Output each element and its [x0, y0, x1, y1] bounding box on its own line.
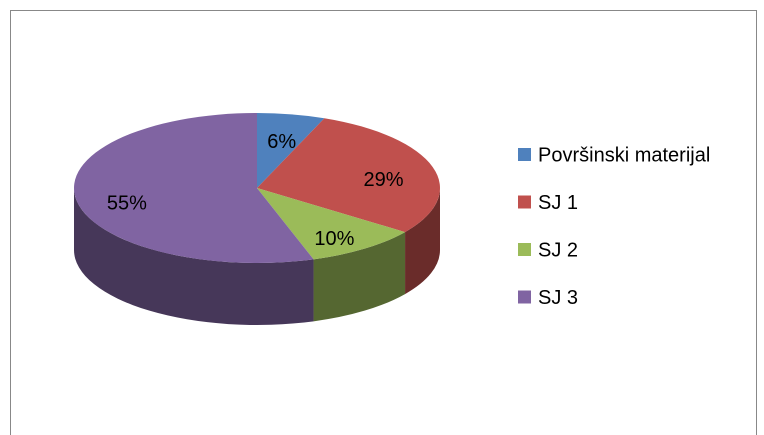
legend-label: SJ 1: [538, 192, 578, 214]
legend-swatch: [518, 290, 531, 304]
data-label: 6%: [267, 131, 296, 153]
slice-side: [313, 232, 406, 322]
slice: [257, 118, 440, 233]
slice: [73, 113, 314, 263]
slice-side: [405, 188, 440, 295]
chart-frame: [10, 10, 757, 435]
slice: [257, 113, 325, 188]
legend-label: SJ 2: [538, 239, 578, 261]
legend-swatch: [518, 148, 531, 161]
data-label: 55%: [107, 193, 147, 215]
legend-swatch: [518, 243, 531, 256]
data-label: 29%: [364, 169, 404, 191]
legend-label: Površinski materijal: [538, 144, 710, 166]
slice-side: [74, 188, 314, 325]
slice: [257, 188, 406, 260]
legend-swatch: [518, 195, 531, 209]
data-label: 10%: [314, 228, 354, 250]
legend-label: SJ 3: [538, 287, 578, 309]
